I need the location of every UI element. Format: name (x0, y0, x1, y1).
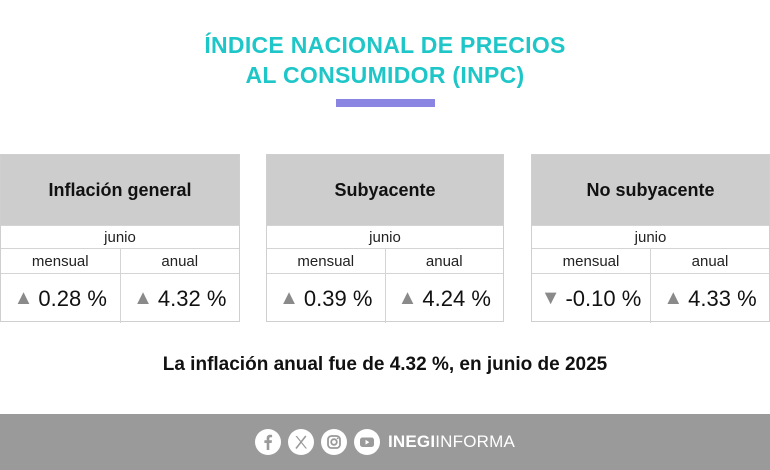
title-accent-bar (336, 99, 435, 107)
value-mensual: ▲ 0.28 % (1, 274, 120, 323)
footer-bar: INEGIINFORMA (0, 414, 770, 470)
value-anual: ▲ 4.33 % (651, 274, 769, 323)
title-line-2: AL CONSUMIDOR (INPC) (245, 62, 525, 88)
value-text: 0.28 % (38, 285, 107, 311)
value-text: 4.33 % (688, 285, 757, 311)
arrow-up-icon: ▲ (397, 287, 418, 309)
value-text: 4.32 % (157, 285, 227, 311)
arrow-up-icon: ▲ (663, 287, 684, 309)
brand-logo[interactable]: INEGIINFORMA (388, 432, 515, 452)
card-no-subyacente: No subyacente junio mensual ▼ -0.10 % an… (531, 154, 770, 323)
col-label-mensual: mensual (1, 249, 120, 274)
arrow-up-icon: ▲ (133, 287, 153, 309)
col-label-mensual: mensual (532, 249, 650, 274)
youtube-icon[interactable] (353, 429, 380, 455)
social-links (254, 429, 380, 455)
instagram-icon[interactable] (320, 429, 347, 455)
arrow-up-icon: ▲ (279, 287, 299, 309)
card-subyacente: Subyacente junio mensual ▲ 0.39 % anual … (266, 154, 504, 323)
col-label-anual: anual (120, 249, 239, 274)
value-mensual: ▲ 0.39 % (267, 274, 385, 323)
card-title: No subyacente (532, 155, 769, 225)
card-inflacion-general: Inflación general junio mensual ▲ 0.28 %… (0, 154, 240, 323)
card-month: junio (1, 225, 239, 249)
brand-bold: INEGI (387, 432, 436, 451)
value-text: 4.24 % (422, 285, 491, 311)
card-month: junio (267, 225, 503, 249)
value-anual: ▲ 4.32 % (121, 274, 240, 323)
arrow-down-icon: ▼ (540, 287, 561, 309)
title-line-1: ÍNDICE NACIONAL DE PRECIOS (204, 32, 566, 58)
summary-text: La inflación anual fue de 4.32 %, en jun… (162, 354, 608, 375)
card-title: Subyacente (267, 155, 503, 225)
value-anual: ▲ 4.24 % (386, 274, 504, 323)
page-title: ÍNDICE NACIONAL DE PRECIOS AL CONSUMIDOR… (0, 30, 770, 90)
col-label-anual: anual (651, 249, 769, 274)
card-title: Inflación general (1, 155, 239, 225)
value-text: -0.10 % (565, 285, 642, 311)
x-icon[interactable] (287, 429, 314, 455)
arrow-up-icon: ▲ (13, 287, 34, 309)
value-text: 0.39 % (303, 285, 373, 311)
card-month: junio (532, 225, 769, 249)
col-label-anual: anual (385, 249, 503, 274)
facebook-icon[interactable] (254, 429, 281, 455)
col-label-mensual: mensual (267, 249, 385, 274)
value-mensual: ▼ -0.10 % (532, 274, 650, 323)
brand-light: INFORMA (435, 432, 516, 451)
